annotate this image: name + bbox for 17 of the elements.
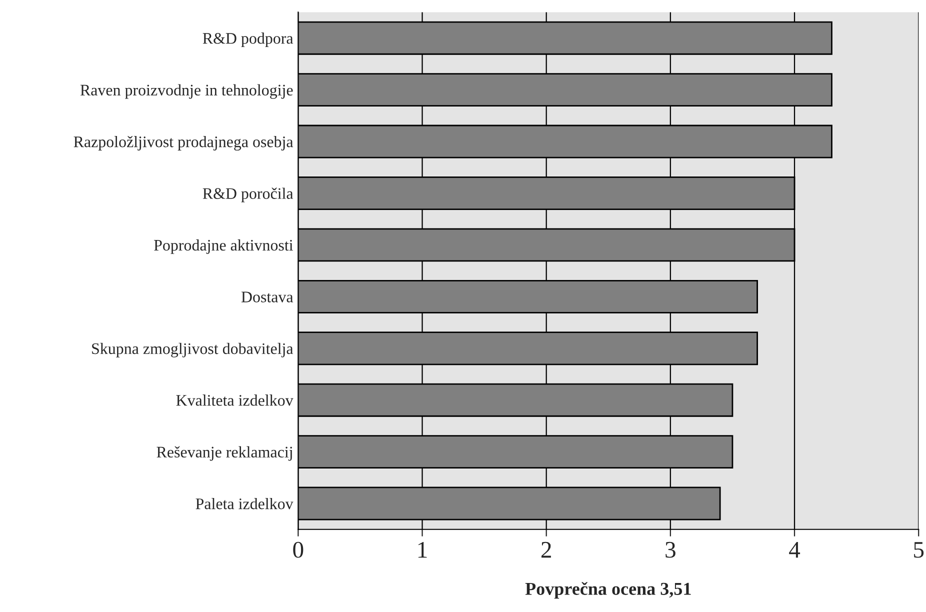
y-tick-label: Reševanje reklamacij [156, 446, 292, 461]
y-tick-label: Paleta izdelkov [196, 498, 294, 510]
y-tick-label: Kvaliteta izdelkov [176, 394, 294, 406]
x-tick-label: 4 [789, 542, 800, 558]
y-tick-label: R&D podpora [202, 32, 294, 48]
y-tick-label: R&D poročila [202, 188, 294, 202]
y-tick-label: Dostava [241, 292, 294, 302]
x-tick-label: 5 [914, 542, 924, 558]
y-tick-label: Raven proizvodnje in tehnologije [80, 84, 293, 99]
x-axis-title: Povprečna ocena 3,51 [525, 582, 691, 599]
y-tick-label: Poprodajne aktivnosti [154, 239, 294, 254]
x-tick-label: 0 [293, 542, 304, 558]
y-tick-label: Skupna zmogljivost dobavitelja [92, 342, 294, 358]
y-tick-label: Razpoložljivost prodajnega osebja [74, 136, 294, 151]
x-tick-label: 2 [541, 542, 551, 558]
x-tick-label: 1 [418, 542, 427, 558]
x-tick-label: 3 [666, 542, 676, 558]
